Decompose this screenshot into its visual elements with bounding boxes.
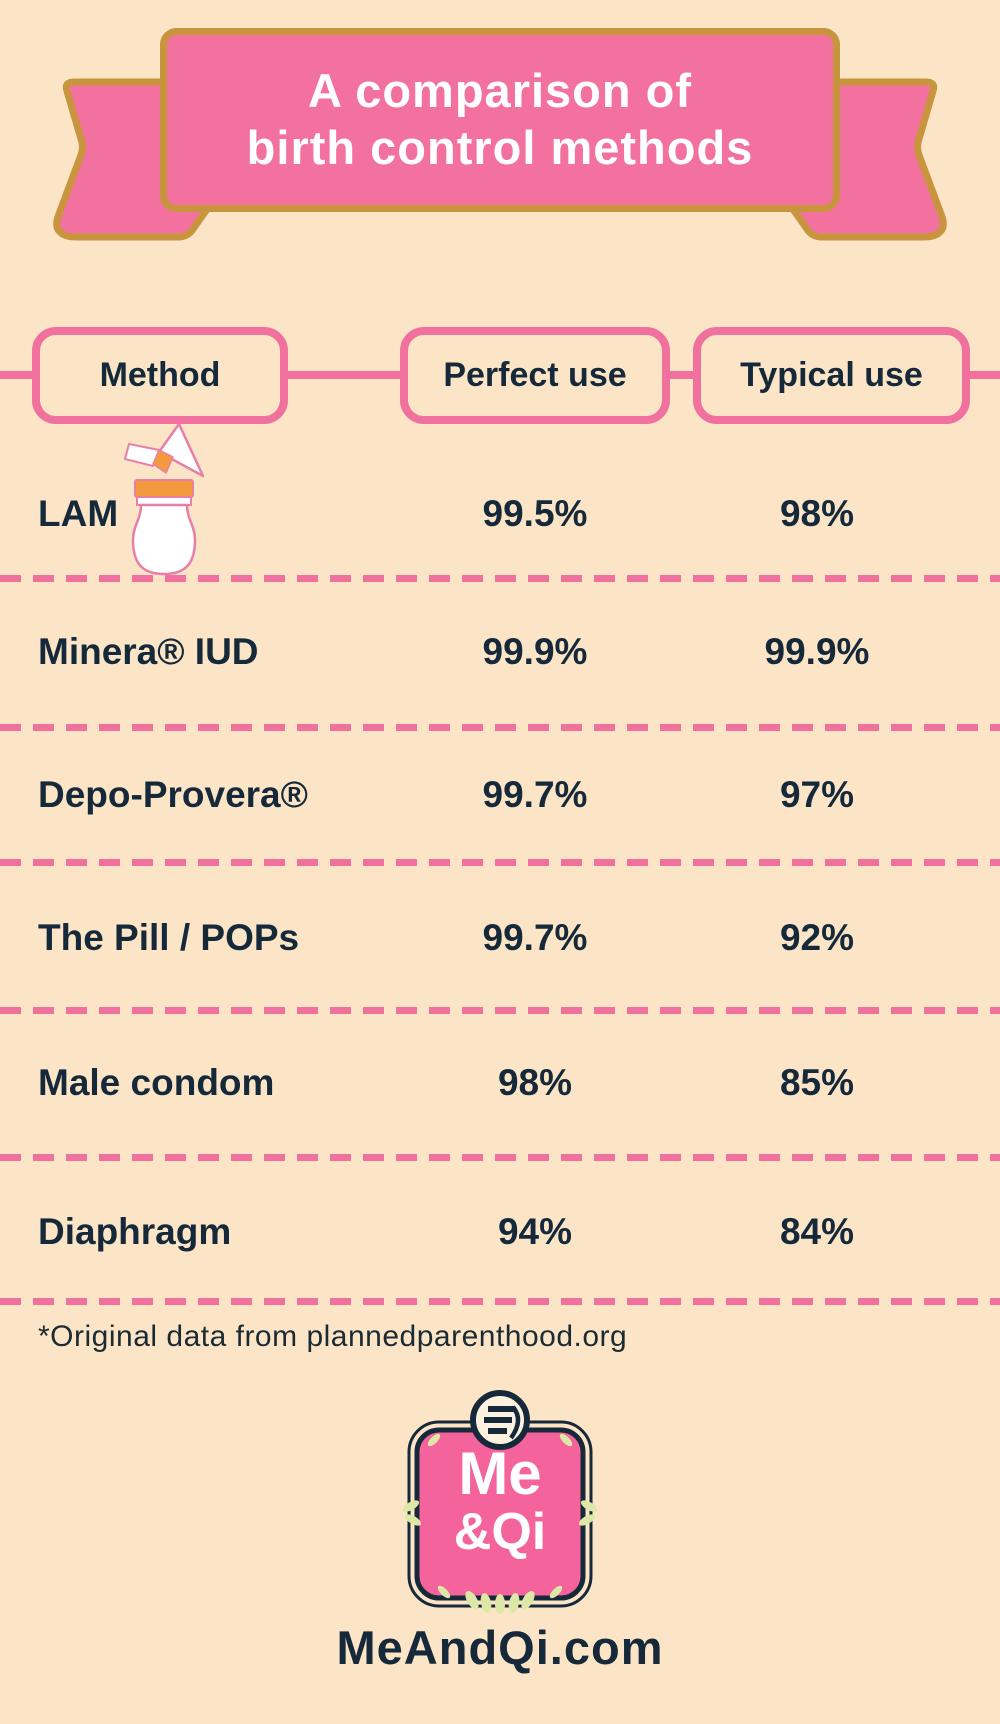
typical-use-value: 85% xyxy=(779,1062,855,1103)
row-divider xyxy=(0,1298,1000,1305)
column-header-method: Method xyxy=(32,327,288,424)
table-row-pill-pops: The Pill / POPs 99.7% 92% xyxy=(0,911,1000,965)
source-footnote: *Original data from plannedparenthood.or… xyxy=(38,1320,628,1353)
method-name: The Pill / POPs xyxy=(38,917,300,958)
perfect-use-value: 99.5% xyxy=(482,493,588,534)
method-name: Depo-Provera® xyxy=(38,774,308,815)
meandqi-logo: Me &Qi xyxy=(400,1386,600,1616)
method-name: Male condom xyxy=(38,1062,275,1103)
table-row-male-condom: Male condom 98% 85% xyxy=(0,1056,1000,1110)
row-divider xyxy=(0,575,1000,582)
perfect-use-value: 99.7% xyxy=(482,774,588,815)
logo-text-qi: &Qi xyxy=(453,1503,547,1561)
method-name: Diaphragm xyxy=(38,1211,232,1252)
table-row-lam: LAM 99.5% 98% xyxy=(0,487,1000,541)
perfect-use-value: 94% xyxy=(497,1211,573,1252)
breast-pump-icon xyxy=(124,422,205,576)
perfect-use-value: 99.7% xyxy=(482,917,588,958)
table-row-minera-iud: Minera® IUD 99.9% 99.9% xyxy=(0,625,1000,679)
leaf-ornaments xyxy=(402,1433,598,1614)
typical-use-value: 84% xyxy=(779,1211,855,1252)
typical-use-value: 97% xyxy=(779,774,855,815)
title-ribbon: A comparison of birth control methods xyxy=(0,0,1000,260)
row-divider xyxy=(0,859,1000,866)
row-divider xyxy=(0,1154,1000,1161)
typical-use-value: 99.9% xyxy=(764,631,870,672)
website-url: MeAndQi.com xyxy=(336,1621,664,1674)
meandqi-logo-graphic xyxy=(402,1390,598,1614)
method-name: LAM xyxy=(38,493,119,534)
perfect-use-value: 99.9% xyxy=(482,631,588,672)
row-divider xyxy=(0,724,1000,731)
method-name: Minera® IUD xyxy=(38,631,259,672)
table-row-depo-provera: Depo-Provera® 99.7% 97% xyxy=(0,768,1000,822)
page-title-line-2: birth control methods xyxy=(246,121,754,174)
typical-use-value: 92% xyxy=(779,917,855,958)
row-divider xyxy=(0,1007,1000,1014)
page-title-line-1: A comparison of xyxy=(307,63,693,117)
logo-text-me: Me xyxy=(458,1440,542,1507)
column-header-typical-use: Typical use xyxy=(693,327,970,424)
column-header-method-label: Method xyxy=(99,356,221,394)
typical-use-value: 98% xyxy=(779,493,855,534)
page-title: A comparison of birth control methods xyxy=(165,33,835,205)
column-header-perfect-use: Perfect use xyxy=(400,327,670,424)
ribbon-banner-graphic xyxy=(53,28,947,241)
column-header-perfect-use-label: Perfect use xyxy=(443,356,627,394)
perfect-use-value: 98% xyxy=(497,1062,573,1103)
qi-coin-icon xyxy=(470,1390,530,1450)
column-header-typical-use-label: Typical use xyxy=(740,356,923,394)
table-row-diaphragm: Diaphragm 94% 84% xyxy=(0,1205,1000,1259)
